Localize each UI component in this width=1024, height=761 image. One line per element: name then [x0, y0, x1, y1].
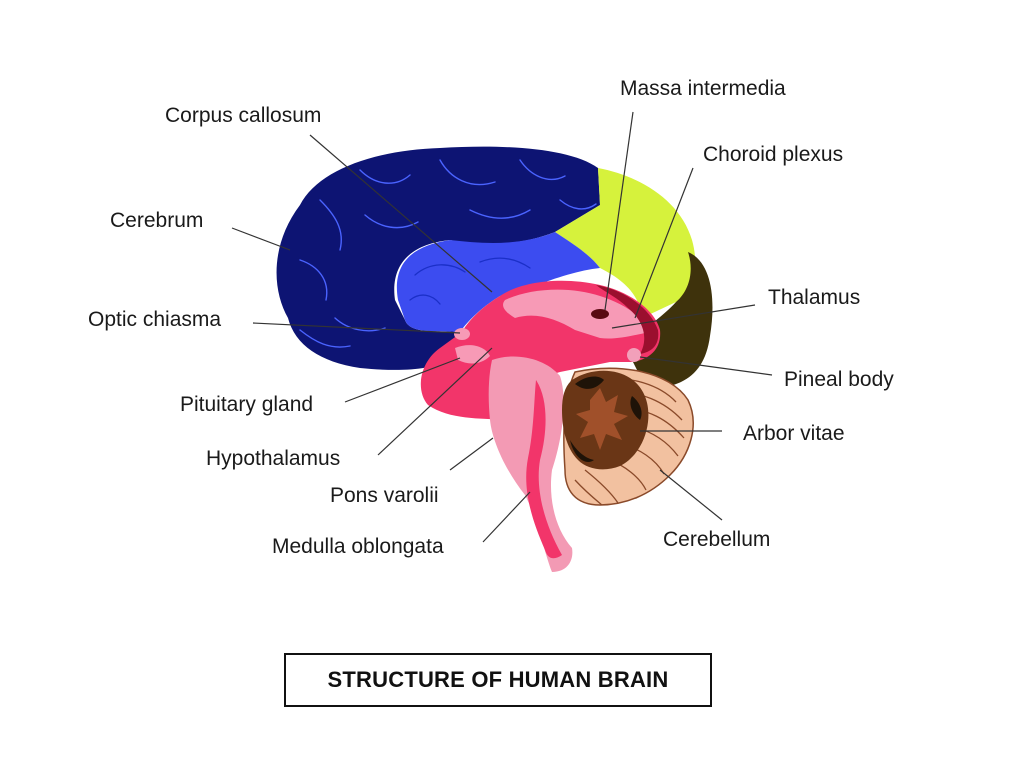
- leader-pineal-body: [639, 356, 773, 376]
- optic-chiasma-shape: [454, 328, 470, 340]
- label-optic-chiasma: Optic chiasma: [88, 308, 221, 331]
- leader-cerebellum: [659, 469, 723, 521]
- leader-hypothalamus: [377, 347, 493, 456]
- label-thalamus: Thalamus: [768, 286, 860, 309]
- leader-medulla-oblongata: [482, 491, 531, 543]
- label-medulla-oblongata: Medulla oblongata: [272, 535, 444, 558]
- leader-pons-varolii: [449, 437, 494, 471]
- leader-lines: [231, 111, 773, 543]
- title-box: STRUCTURE OF HUMAN BRAIN: [284, 653, 712, 707]
- label-pituitary-gland: Pituitary gland: [180, 393, 313, 416]
- leader-cerebrum: [231, 227, 291, 251]
- label-hypothalamus: Hypothalamus: [206, 447, 340, 470]
- labels: Massa intermedia Corpus callosum Choroid…: [88, 77, 894, 558]
- leader-optic-chiasma: [252, 322, 461, 334]
- label-cerebrum: Cerebrum: [110, 209, 203, 232]
- label-pons-varolii: Pons varolii: [330, 484, 439, 507]
- corpus-callosum-region: [396, 232, 600, 332]
- parietal-region: [555, 168, 696, 318]
- leader-thalamus: [611, 304, 756, 329]
- label-pineal-body: Pineal body: [784, 368, 894, 391]
- medulla-streak: [526, 380, 562, 559]
- label-cerebellum: Cerebellum: [663, 528, 770, 551]
- label-arbor-vitae: Arbor vitae: [743, 422, 845, 445]
- massa-intermedia-dot: [591, 309, 609, 319]
- thalamus-region: [503, 289, 650, 339]
- diagram-title: STRUCTURE OF HUMAN BRAIN: [327, 667, 669, 692]
- label-corpus-callosum: Corpus callosum: [165, 104, 321, 127]
- leader-pituitary-gland: [344, 357, 461, 403]
- cerebrum-region: [276, 146, 600, 370]
- label-massa-intermedia: Massa intermedia: [620, 77, 786, 100]
- pineal-body-shape: [627, 348, 641, 362]
- cerebrum-veins: [299, 159, 597, 348]
- label-choroid-plexus: Choroid plexus: [703, 143, 843, 166]
- choroid-plexus-shape: [596, 285, 659, 354]
- leader-corpus-callosum: [309, 134, 493, 293]
- arbor-vitae-region: [562, 370, 649, 470]
- leader-massa-intermedia: [604, 111, 634, 311]
- leader-choroid-plexus: [634, 167, 694, 319]
